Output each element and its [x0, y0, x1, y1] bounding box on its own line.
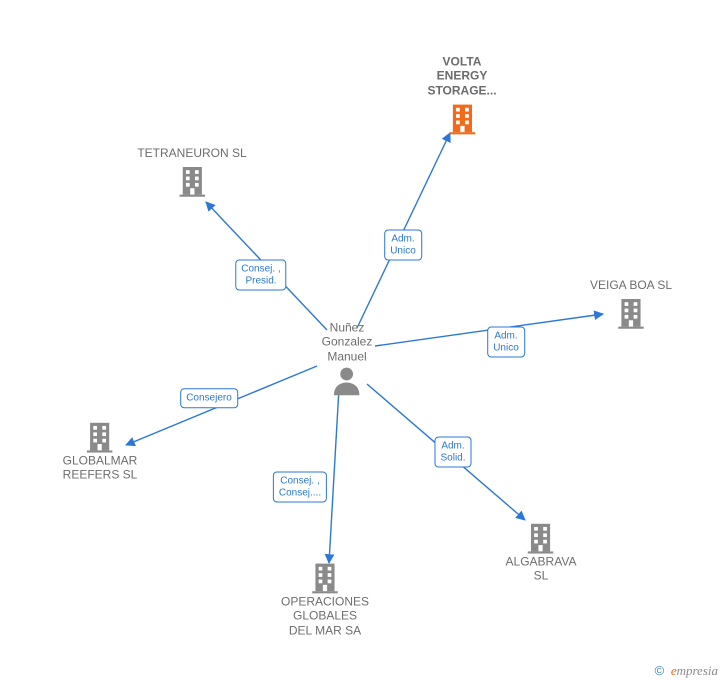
node-volta[interactable]: VOLTA ENERGY STORAGE... — [427, 54, 496, 135]
center-label: Nuñez Gonzalez Manuel — [322, 320, 373, 363]
node-algabrava[interactable]: ALGABRAVA SL — [506, 521, 577, 588]
edge-operaciones — [329, 388, 339, 563]
node-label-operaciones: OPERACIONES GLOBALES DEL MAR SA — [281, 594, 369, 637]
copyright-symbol: © — [655, 663, 665, 678]
node-label-veiga: VEIGA BOA SL — [590, 278, 672, 292]
edge-label-operaciones[interactable]: Consej. , Consej.... — [273, 472, 327, 503]
node-globalmar[interactable]: GLOBALMAR REEFERS SL — [63, 420, 138, 487]
edge-label-globalmar[interactable]: Consejero — [180, 388, 238, 408]
edge-label-algabrava[interactable]: Adm. Solid. — [434, 437, 471, 468]
person-icon — [322, 364, 373, 398]
node-label-tetraneuron: TETRANEURON SL — [137, 146, 246, 160]
edge-label-volta[interactable]: Adm. Unico — [384, 230, 422, 261]
node-label-algabrava: ALGABRAVA SL — [506, 555, 577, 584]
building-icon — [427, 102, 496, 136]
building-icon — [281, 560, 369, 594]
edge-label-tetraneuron[interactable]: Consej. , Presid. — [235, 260, 286, 291]
building-icon — [63, 420, 138, 454]
building-icon — [590, 296, 672, 330]
node-veiga[interactable]: VEIGA BOA SL — [590, 278, 672, 330]
node-operaciones[interactable]: OPERACIONES GLOBALES DEL MAR SA — [281, 560, 369, 641]
building-icon — [137, 164, 246, 198]
node-label-globalmar: GLOBALMAR REEFERS SL — [63, 454, 138, 483]
watermark: © empresia — [655, 663, 718, 679]
center-node[interactable]: Nuñez Gonzalez Manuel — [322, 318, 373, 397]
brand-rest: mpresia — [677, 663, 718, 678]
node-label-volta: VOLTA ENERGY STORAGE... — [427, 54, 496, 97]
network-diagram: Adm. Unico Consej. , Presid. Adm. Unico Con… — [0, 0, 728, 685]
building-icon — [506, 521, 577, 555]
node-tetraneuron[interactable]: TETRANEURON SL — [137, 146, 246, 198]
edge-label-veiga[interactable]: Adm. Unico — [487, 327, 525, 358]
